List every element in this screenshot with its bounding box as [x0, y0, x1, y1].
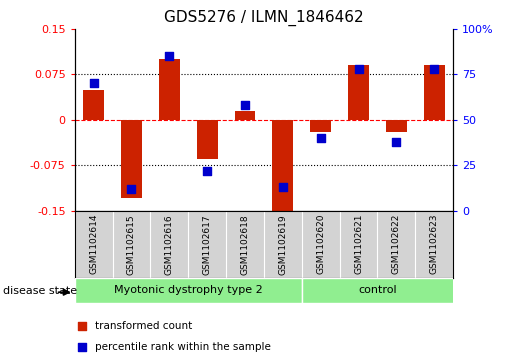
Bar	[121, 120, 142, 199]
Title: GDS5276 / ILMN_1846462: GDS5276 / ILMN_1846462	[164, 10, 364, 26]
Bar	[197, 120, 217, 159]
Bar	[424, 65, 444, 120]
Bar	[75, 278, 302, 303]
Point	[317, 135, 325, 141]
Text: disease state: disease state	[3, 286, 77, 297]
Text: GSM1102622: GSM1102622	[392, 214, 401, 274]
Point	[279, 184, 287, 190]
Point	[241, 102, 249, 108]
Bar	[272, 120, 293, 213]
Text: GSM1102618: GSM1102618	[241, 214, 249, 274]
Text: control: control	[358, 285, 397, 295]
Text: Myotonic dystrophy type 2: Myotonic dystrophy type 2	[114, 285, 263, 295]
Bar	[159, 59, 180, 120]
Bar	[235, 111, 255, 120]
Point	[430, 66, 438, 72]
Text: GSM1102614: GSM1102614	[89, 214, 98, 274]
Text: GSM1102621: GSM1102621	[354, 214, 363, 274]
Point	[127, 186, 135, 192]
Text: GSM1102619: GSM1102619	[279, 214, 287, 274]
Bar	[386, 120, 407, 132]
Point	[329, 216, 337, 221]
Point	[165, 53, 174, 59]
Bar	[83, 90, 104, 120]
Point	[329, 31, 337, 37]
Text: GSM1102616: GSM1102616	[165, 214, 174, 274]
Text: GSM1102615: GSM1102615	[127, 214, 136, 274]
Text: GSM1102617: GSM1102617	[203, 214, 212, 274]
Text: percentile rank within the sample: percentile rank within the sample	[95, 342, 271, 352]
Text: GSM1102623: GSM1102623	[430, 214, 439, 274]
Bar	[302, 278, 472, 303]
Point	[354, 66, 363, 72]
Bar	[348, 65, 369, 120]
Bar	[311, 120, 331, 132]
Text: transformed count: transformed count	[95, 321, 193, 331]
Point	[392, 139, 401, 144]
Text: GSM1102620: GSM1102620	[316, 214, 325, 274]
Point	[90, 81, 98, 86]
Point	[203, 168, 211, 174]
